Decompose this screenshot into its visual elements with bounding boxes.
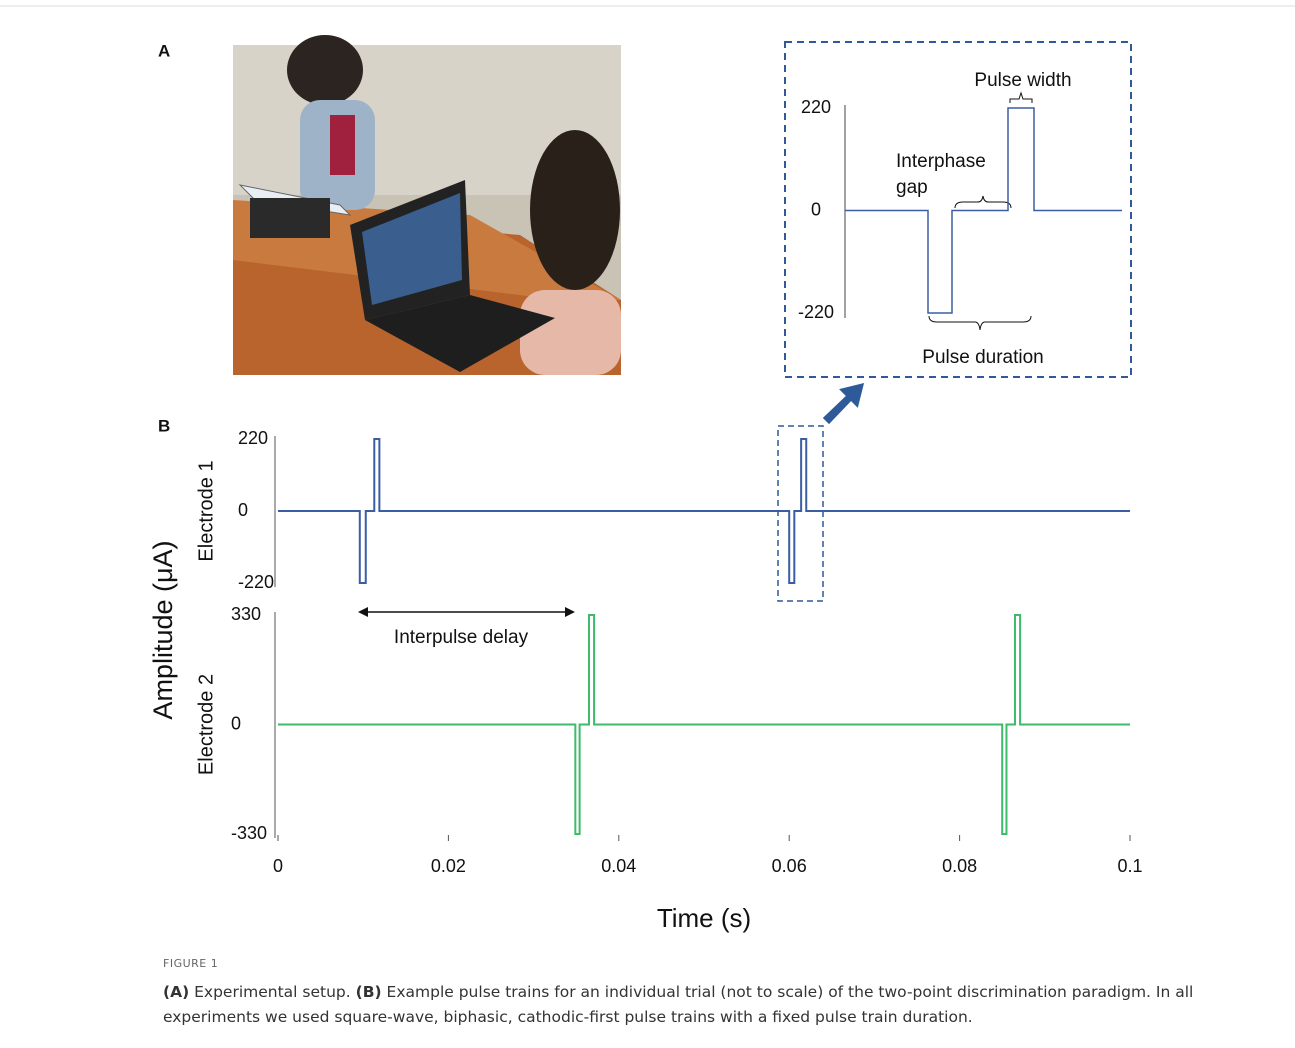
annotation: Interpulse delay xyxy=(394,627,529,648)
photo xyxy=(233,35,621,375)
zoom-arrow xyxy=(825,385,862,422)
panel-label: A xyxy=(158,41,170,60)
caption-part: Experimental setup. xyxy=(194,983,351,1001)
x-axis-title: Time (s) xyxy=(657,903,751,933)
brace xyxy=(929,316,1031,330)
caption-text: (A) Experimental setup. (B) Example puls… xyxy=(163,980,1263,1030)
brace xyxy=(1010,93,1032,103)
annotation: Pulse duration xyxy=(922,347,1043,368)
y-tick-label: 0 xyxy=(231,713,241,733)
x-tick-label: 0 xyxy=(273,856,283,876)
arrow-head xyxy=(565,607,575,617)
y-axis-label: Electrode 2 xyxy=(195,674,217,775)
inset-frame xyxy=(785,42,1131,377)
x-tick-label: 0.06 xyxy=(772,856,807,876)
caption: FIGURE 1 (A) Experimental setup. (B) Exa… xyxy=(163,957,1263,1030)
brace xyxy=(955,196,1011,208)
y-tick-label: 220 xyxy=(801,97,831,117)
x-tick-label: 0.02 xyxy=(431,856,466,876)
y-axis-label: Electrode 1 xyxy=(195,460,217,561)
x-tick-label: 0.04 xyxy=(601,856,636,876)
x-tick-label: 0.08 xyxy=(942,856,977,876)
annotation: Interphase xyxy=(896,151,986,172)
annotation: Pulse width xyxy=(974,70,1071,91)
y-tick-label: -220 xyxy=(238,572,274,592)
panel-label: B xyxy=(158,416,170,435)
caption-tag: (B) xyxy=(356,983,382,1001)
y-tick-label: -220 xyxy=(798,302,834,322)
inset-waveform xyxy=(845,108,1122,313)
arrow-head xyxy=(358,607,368,617)
y-tick-label: 220 xyxy=(238,428,268,448)
page: {"panel_labels": ["A", "B"], "amplitude_… xyxy=(0,0,1295,1048)
annotation: gap xyxy=(896,177,928,198)
y-tick-label: 0 xyxy=(811,199,821,219)
y-axis-title: Amplitude (μA) xyxy=(148,540,178,719)
y-tick-label: -330 xyxy=(231,823,267,843)
y-tick-label: 330 xyxy=(231,604,261,624)
figure-label: FIGURE 1 xyxy=(163,957,1263,970)
trace xyxy=(278,439,1130,583)
y-tick-label: 0 xyxy=(238,500,248,520)
caption-tag: (A) xyxy=(163,983,189,1001)
x-tick-label: 0.1 xyxy=(1117,856,1142,876)
figure: A B Pulse width Interphase gap Pulse dur… xyxy=(0,0,1295,950)
